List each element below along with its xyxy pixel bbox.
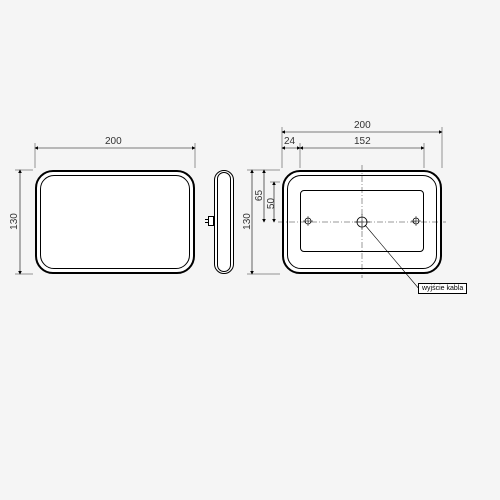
technical-drawing: 200 130 200 24 152 65 50 130 wyjście kab… (0, 0, 500, 500)
dim-front-width: 200 (105, 136, 122, 147)
dim-rear-offset: 24 (284, 136, 295, 147)
dim-rear-inner-width: 152 (354, 136, 371, 147)
dim-rear-height: 130 (242, 213, 253, 230)
dim-rear-65: 65 (254, 190, 265, 201)
dimension-lines (0, 0, 500, 500)
cable-exit-label: wyjście kabla (418, 283, 467, 294)
dim-front-height: 130 (9, 213, 20, 230)
dim-rear-width: 200 (354, 120, 371, 131)
dim-rear-50: 50 (266, 198, 277, 209)
